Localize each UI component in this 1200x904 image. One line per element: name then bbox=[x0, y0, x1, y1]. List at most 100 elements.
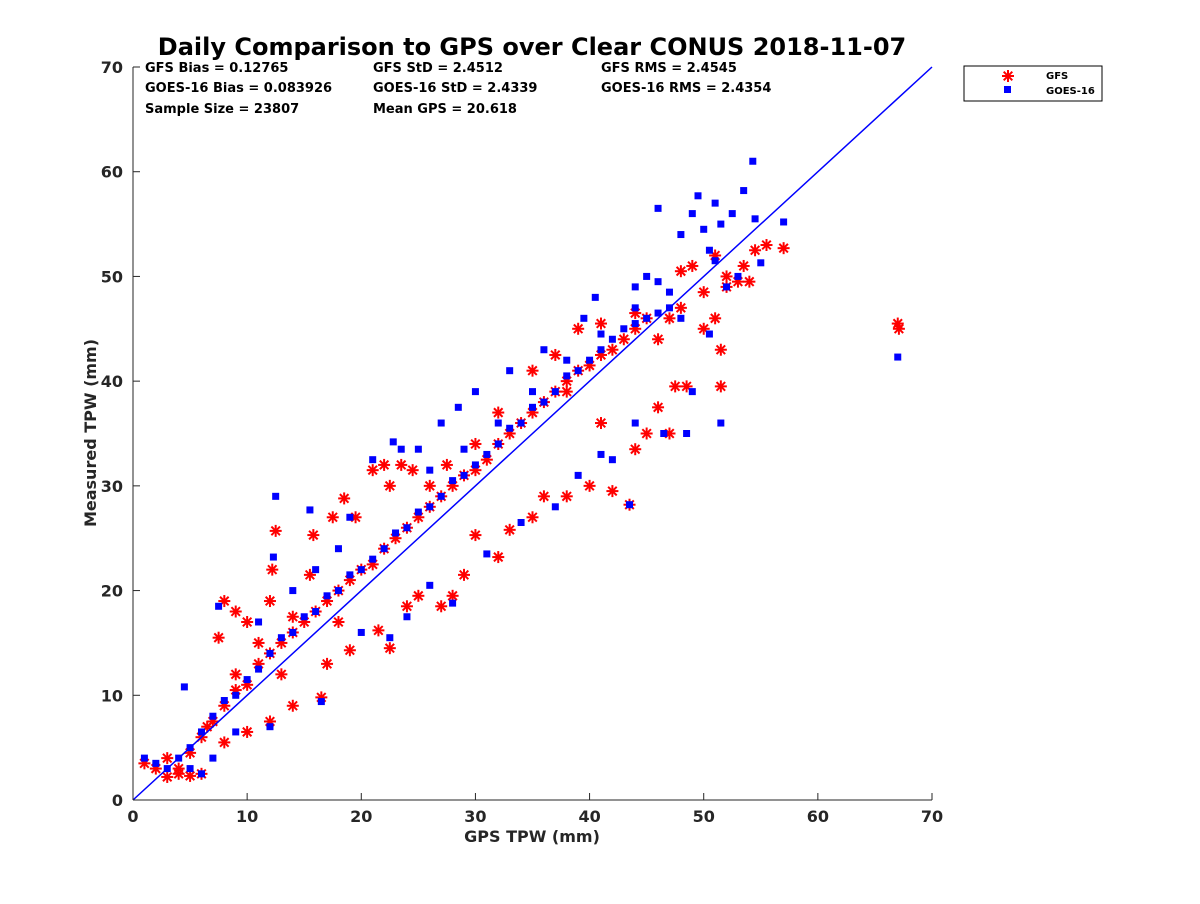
goes16-point bbox=[426, 503, 434, 511]
goes16-point bbox=[243, 676, 251, 684]
goes16-point bbox=[437, 419, 445, 427]
goes16-point bbox=[334, 545, 342, 553]
goes16-point bbox=[563, 356, 571, 364]
gfs-point bbox=[266, 563, 279, 576]
y-tick-label-60: 60 bbox=[101, 163, 123, 182]
chart-title: Daily Comparison to GPS over Clear CONUS… bbox=[158, 33, 906, 61]
gfs-point bbox=[669, 380, 682, 393]
goes16-point bbox=[483, 550, 491, 558]
goes16-point bbox=[494, 440, 502, 448]
goes16-point bbox=[688, 210, 696, 218]
goes16-point bbox=[426, 466, 434, 474]
goes16-point bbox=[414, 445, 422, 453]
gfs-point bbox=[378, 458, 391, 471]
goes16-point bbox=[180, 683, 188, 691]
goes16-point bbox=[186, 765, 194, 773]
gfs-point bbox=[172, 767, 185, 780]
goes16-point bbox=[346, 571, 354, 579]
goes16-point bbox=[494, 419, 502, 427]
goes16-point bbox=[306, 506, 314, 514]
stat-mean-gps: Mean GPS = 20.618 bbox=[373, 102, 517, 117]
goes16-point bbox=[608, 456, 616, 464]
goes16-point bbox=[654, 309, 662, 317]
goes16-point bbox=[711, 199, 719, 207]
gfs-point bbox=[492, 406, 505, 419]
y-tick-label-50: 50 bbox=[101, 267, 123, 286]
gfs-point bbox=[321, 657, 334, 670]
goes16-point bbox=[517, 519, 525, 527]
goes16-point bbox=[397, 445, 405, 453]
goes16-point bbox=[620, 325, 628, 333]
gfs-point bbox=[760, 239, 773, 252]
goes16-point bbox=[580, 314, 588, 322]
gfs-point bbox=[652, 401, 665, 414]
gfs-point bbox=[777, 242, 790, 255]
legend-gfs-label: GFS bbox=[1046, 71, 1068, 82]
axes: 0 10 20 30 40 50 60 70 0 10 20 30 40 50 60 70 bbox=[101, 58, 943, 826]
x-axis-label: GPS TPW (mm) bbox=[464, 827, 600, 846]
gfs-point bbox=[395, 458, 408, 471]
goes16-point bbox=[723, 283, 731, 291]
gfs-point bbox=[458, 568, 471, 581]
x-tick-label-0: 0 bbox=[127, 807, 138, 826]
gfs-point bbox=[229, 668, 242, 681]
goes16-point bbox=[591, 293, 599, 301]
goes16-point bbox=[506, 424, 514, 432]
gfs-point bbox=[383, 479, 396, 492]
goes16-point bbox=[626, 501, 634, 509]
goes16-point bbox=[197, 770, 205, 778]
gfs-point bbox=[674, 301, 687, 314]
goes16-point bbox=[414, 508, 422, 516]
y-tick-label-40: 40 bbox=[101, 372, 123, 391]
gfs-point bbox=[343, 644, 356, 657]
gfs-point bbox=[629, 443, 642, 456]
gfs-point bbox=[652, 333, 665, 346]
goes16-point bbox=[631, 320, 639, 328]
legend-goes16-label: GOES-16 bbox=[1046, 86, 1095, 97]
goes16-point bbox=[389, 438, 397, 446]
goes16-point bbox=[529, 403, 536, 411]
goes16-point bbox=[677, 231, 685, 239]
goes16-point bbox=[694, 192, 702, 200]
goes16-point bbox=[688, 388, 696, 396]
goes16-point bbox=[705, 246, 713, 254]
goes16-point bbox=[506, 367, 514, 375]
gfs-point bbox=[332, 615, 345, 628]
goes16-point bbox=[277, 634, 285, 642]
goes16-point bbox=[312, 608, 320, 616]
gfs-point bbox=[286, 610, 299, 623]
x-tick-label-30: 30 bbox=[464, 807, 486, 826]
goes16-point bbox=[323, 592, 331, 600]
gfs-point bbox=[697, 322, 710, 335]
stat-goes-rms: GOES-16 RMS = 2.4354 bbox=[601, 81, 771, 96]
goes16-point bbox=[574, 367, 582, 375]
gfs-point bbox=[617, 333, 630, 346]
goes16-point bbox=[540, 346, 548, 354]
goes16-point bbox=[471, 388, 479, 396]
gfs-point bbox=[537, 490, 550, 503]
gfs-point bbox=[749, 244, 762, 257]
goes16-point bbox=[357, 566, 365, 574]
y-ticks: 0 10 20 30 40 50 60 70 bbox=[101, 58, 140, 810]
goes16-point bbox=[751, 215, 759, 223]
goes16-point bbox=[386, 634, 394, 642]
goes16-point bbox=[540, 398, 548, 406]
gfs-point bbox=[440, 458, 453, 471]
gfs-point bbox=[714, 343, 727, 356]
goes16-point bbox=[289, 628, 297, 636]
goes16-point bbox=[255, 618, 263, 626]
goes16-point bbox=[631, 419, 639, 427]
gfs-point bbox=[714, 380, 727, 393]
goes16-point bbox=[266, 723, 274, 731]
goes16-point bbox=[454, 403, 462, 411]
gfs-point bbox=[218, 736, 231, 749]
gfs-point bbox=[594, 417, 607, 430]
legend-gfs-marker bbox=[1002, 70, 1014, 82]
gfs-point bbox=[640, 427, 653, 440]
goes16-point bbox=[586, 356, 594, 364]
gfs-point bbox=[372, 624, 385, 637]
goes16-point bbox=[643, 272, 651, 280]
gfs-point bbox=[560, 385, 573, 398]
gfs-point bbox=[383, 642, 396, 655]
